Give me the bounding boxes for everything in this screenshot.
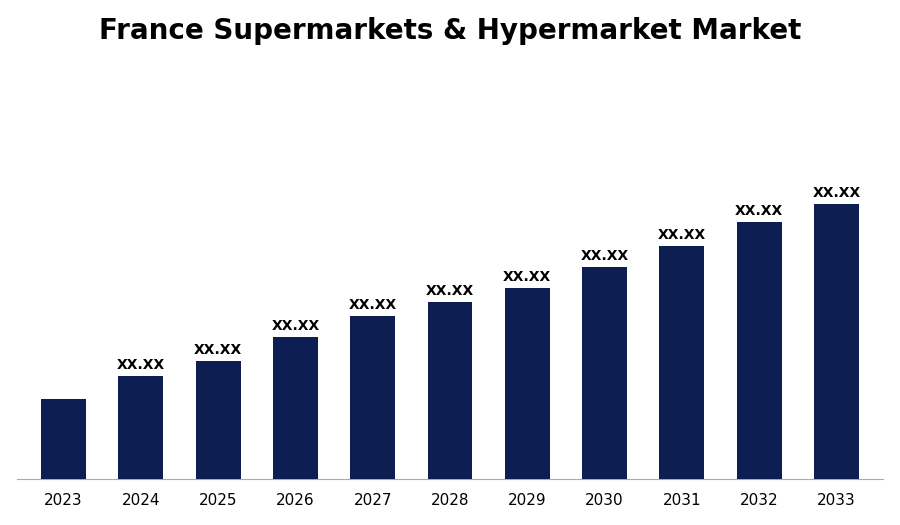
Bar — [41, 400, 86, 479]
Text: XX.XX: XX.XX — [735, 204, 783, 218]
Title: France Supermarkets & Hypermarket Market: France Supermarkets & Hypermarket Market — [99, 17, 801, 45]
Bar — [428, 302, 473, 479]
Bar — [505, 288, 550, 479]
Text: XX.XX: XX.XX — [503, 269, 552, 284]
Bar — [660, 246, 704, 479]
Text: XX.XX: XX.XX — [348, 298, 397, 311]
Text: XX.XX: XX.XX — [580, 249, 629, 262]
Text: XX.XX: XX.XX — [813, 186, 860, 200]
Text: XX.XX: XX.XX — [117, 358, 165, 372]
Bar — [814, 204, 859, 479]
Text: XX.XX: XX.XX — [194, 343, 242, 357]
Bar — [273, 337, 318, 479]
Bar — [119, 375, 163, 479]
Bar — [582, 267, 627, 479]
Bar — [737, 222, 781, 479]
Bar — [196, 361, 240, 479]
Text: XX.XX: XX.XX — [426, 284, 474, 298]
Text: XX.XX: XX.XX — [271, 319, 320, 333]
Text: XX.XX: XX.XX — [658, 228, 706, 242]
Bar — [350, 316, 395, 479]
